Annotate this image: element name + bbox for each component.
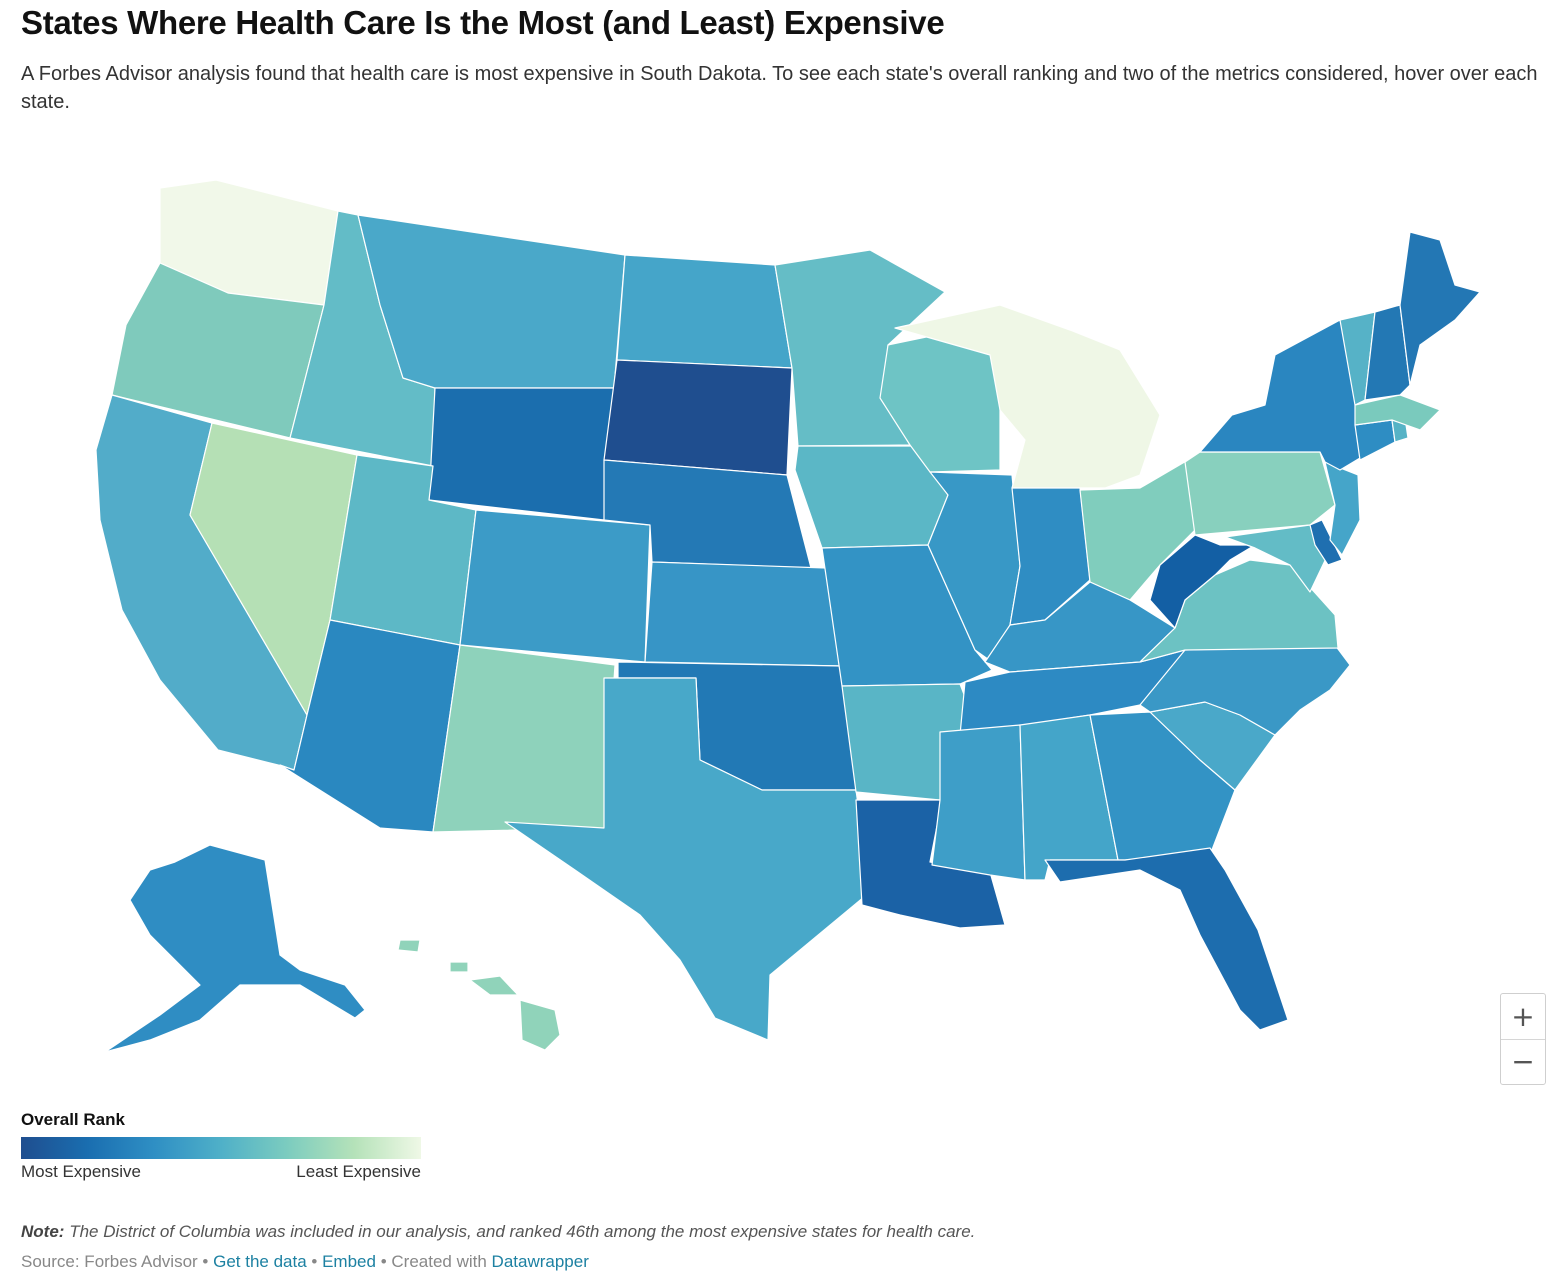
- zoom-in-button[interactable]: +: [1501, 994, 1545, 1040]
- state-nj[interactable]: [1324, 461, 1361, 556]
- state-co[interactable]: [459, 509, 651, 663]
- legend-title: Overall Rank: [21, 1110, 125, 1129]
- state-wy[interactable]: [428, 387, 615, 521]
- zoom-out-button[interactable]: −: [1511, 1045, 1535, 1078]
- state-hi[interactable]: [519, 999, 561, 1051]
- state-pa[interactable]: [1184, 451, 1336, 536]
- legend-low-label: Most Expensive: [21, 1162, 141, 1181]
- state-ms[interactable]: [931, 724, 1026, 881]
- state-wv[interactable]: [1149, 534, 1256, 629]
- state-ny[interactable]: [1199, 319, 1366, 471]
- state-mt[interactable]: [357, 214, 626, 389]
- state-hi[interactable]: [449, 961, 469, 973]
- state-tx[interactable]: [504, 677, 871, 1041]
- state-fl[interactable]: [1044, 847, 1289, 1031]
- state-mi[interactable]: [894, 304, 1161, 489]
- separator: •: [197, 1252, 214, 1271]
- state-de[interactable]: [1309, 519, 1343, 566]
- us-choropleth-map[interactable]: [0, 160, 1568, 1090]
- page-title: States Where Health Care Is the Most (an…: [21, 4, 945, 41]
- state-hi[interactable]: [469, 975, 519, 996]
- zoom-controls: + −: [1500, 993, 1546, 1085]
- state-sd[interactable]: [603, 359, 793, 476]
- state-me[interactable]: [1399, 231, 1481, 386]
- separator: •: [306, 1252, 323, 1271]
- state-hi[interactable]: [397, 939, 421, 953]
- page-subtitle: A Forbes Advisor analysis found that hea…: [21, 63, 1538, 113]
- footnote: Note: The District of Columbia was inclu…: [21, 1222, 1551, 1242]
- state-ct[interactable]: [1354, 419, 1396, 461]
- datawrapper-link[interactable]: Datawrapper: [491, 1252, 589, 1271]
- legend-high-label: Least Expensive: [296, 1162, 421, 1181]
- created-with-text: Created with: [391, 1252, 487, 1271]
- state-nm[interactable]: [432, 644, 616, 833]
- note-text: The District of Columbia was included in…: [69, 1222, 976, 1241]
- embed-link[interactable]: Embed: [322, 1252, 376, 1271]
- source-text: Source: Forbes Advisor: [21, 1252, 198, 1271]
- legend-gradient-bar: [21, 1137, 421, 1159]
- state-nd[interactable]: [616, 254, 793, 369]
- state-nh[interactable]: [1364, 304, 1411, 401]
- source-line: Source: Forbes Advisor • Get the data • …: [21, 1252, 1551, 1272]
- state-ak[interactable]: [104, 844, 366, 1053]
- note-label: Note:: [21, 1222, 65, 1241]
- state-ks[interactable]: [644, 561, 843, 667]
- separator: •: [375, 1252, 392, 1271]
- get-data-link[interactable]: Get the data: [213, 1252, 307, 1271]
